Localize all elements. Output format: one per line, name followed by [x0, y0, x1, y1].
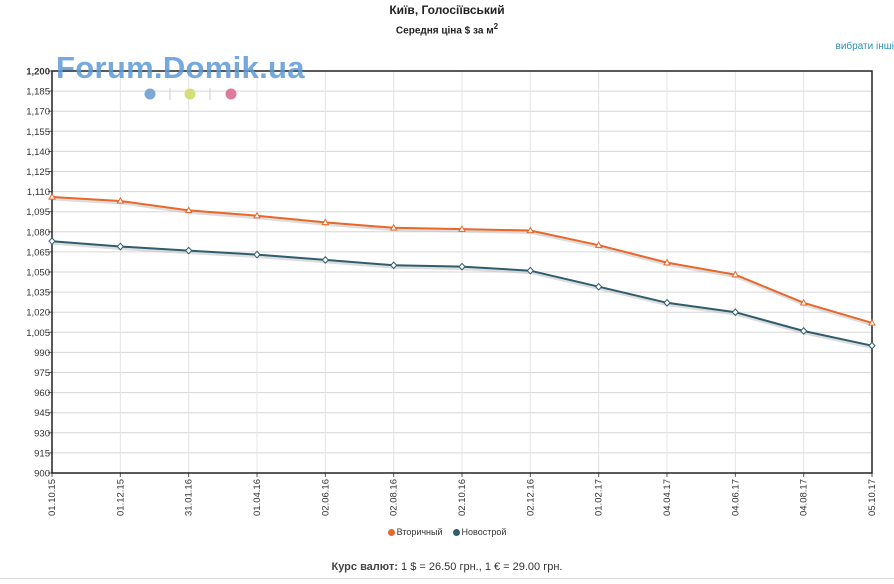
data-point [526, 266, 535, 275]
y-tick-label: 930 [34, 428, 50, 439]
x-tick-label: 04.06.17 [730, 479, 741, 516]
y-tick-label: 1,035 [26, 288, 50, 299]
y-tick-label: 1,200 [26, 67, 50, 78]
series-shadow [52, 197, 874, 327]
x-tick-label: 04.08.17 [799, 479, 810, 516]
data-point [253, 250, 261, 259]
legend-marker [387, 528, 395, 536]
y-tick-label: 1,155 [26, 127, 50, 138]
y-tick-label: 1,185 [26, 87, 50, 98]
data-point [458, 262, 466, 271]
y-tick-label: 1,005 [26, 328, 50, 339]
y-tick-label: 915 [34, 448, 50, 459]
data-point [321, 218, 330, 226]
data-point [116, 242, 125, 251]
y-tick-label: 1,125 [26, 167, 50, 178]
data-point [799, 298, 808, 306]
chart-subtitle: Середня ціна $ за м2 [0, 22, 894, 36]
legend-marker [452, 528, 460, 536]
y-tick-label: 1,140 [26, 147, 50, 158]
y-tick-label: 990 [34, 348, 50, 359]
data-point [868, 318, 876, 326]
data-point [594, 241, 603, 248]
data-point [868, 341, 876, 350]
data-point [48, 237, 56, 246]
data-point [48, 192, 56, 200]
y-tick-label: 960 [34, 388, 50, 399]
legend-label: Новострой [461, 527, 507, 537]
y-tick-label: 1,170 [26, 107, 50, 118]
data-point [389, 261, 398, 270]
watermark-dot [225, 88, 237, 100]
x-tick-label: 31.01.16 [184, 479, 195, 516]
currency-label: Курс валют: [331, 561, 398, 573]
data-point [116, 196, 125, 204]
y-tick-label: 1,020 [26, 308, 50, 319]
legend-label: Вторичный [396, 527, 443, 537]
subtitle-superscript: 2 [493, 22, 499, 31]
x-tick-label: 02.12.16 [525, 479, 536, 516]
data-point [526, 226, 535, 234]
x-tick-label: 02.06.16 [320, 479, 331, 516]
y-tick-label: 900 [34, 469, 50, 480]
data-point [594, 282, 603, 291]
y-tick-label: 1,095 [26, 207, 50, 218]
data-point [389, 223, 398, 231]
data-point [321, 256, 330, 264]
y-tick-label: 945 [34, 408, 50, 419]
legend-item[interactable]: Вторичный [387, 527, 443, 537]
chart-legend: Вторичный Новострой [0, 527, 894, 537]
footer-divider [0, 578, 894, 579]
data-point [663, 258, 671, 266]
data-point [731, 308, 740, 317]
x-tick-label: 01.02.17 [594, 479, 605, 516]
y-tick-label: 1,080 [26, 227, 50, 238]
currency-values: 1 $ = 26.50 грн., 1 € = 29.00 грн. [401, 561, 563, 573]
data-point [663, 298, 671, 307]
data-point [184, 206, 193, 214]
currency-rates: Курс валют: 1 $ = 26.50 грн., 1 € = 29.0… [0, 561, 894, 573]
select-other-link[interactable]: вибрати інші [835, 41, 894, 52]
data-point [184, 246, 193, 255]
watermark-dot [144, 88, 156, 100]
x-tick-label: 01.12.15 [115, 479, 126, 516]
chart-title: Київ, Голосіївський [389, 3, 505, 17]
data-point [458, 225, 466, 232]
x-tick-label: 01.04.16 [252, 479, 263, 516]
y-tick-label: 1,110 [27, 187, 50, 198]
legend-item[interactable]: Новострой [452, 527, 507, 537]
y-tick-label: 975 [34, 368, 50, 379]
y-tick-label: 1,050 [26, 268, 50, 279]
x-tick-label: 04.04.17 [662, 479, 673, 516]
watermark-logo: Forum.Domik.ua [56, 50, 305, 85]
watermark-dot [184, 88, 196, 100]
y-tick-label: 1,065 [26, 247, 50, 258]
data-point [731, 270, 740, 278]
x-tick-label: 02.08.16 [389, 479, 400, 516]
data-point [799, 327, 808, 335]
plot-frame [51, 70, 873, 474]
x-tick-label: 05.10.17 [867, 479, 878, 516]
x-tick-label: 01.10.15 [47, 479, 58, 516]
data-point [253, 211, 261, 219]
subtitle-text: Середня ціна $ за м [395, 25, 494, 37]
x-tick-label: 02.10.16 [457, 479, 468, 516]
